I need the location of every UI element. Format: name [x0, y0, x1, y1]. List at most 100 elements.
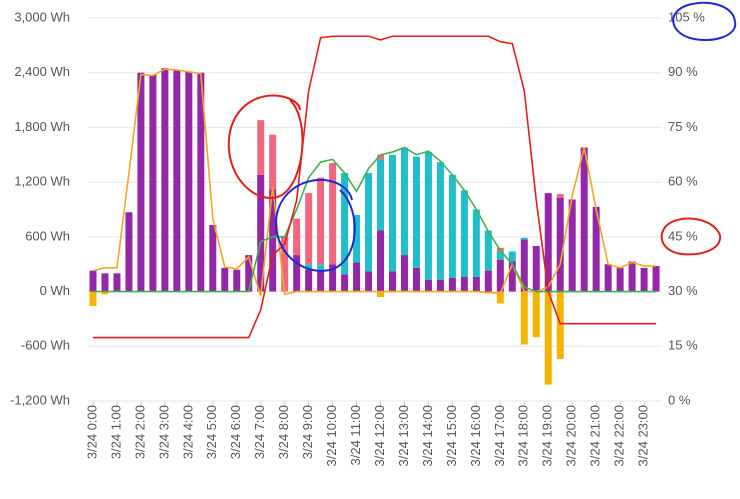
bar [412, 156, 420, 268]
bar [424, 152, 432, 280]
x-tick-label: 3/24 22:00 [612, 405, 627, 466]
x-tick-label: 3/24 19:00 [540, 405, 555, 466]
x-tick-label: 3/24 7:00 [252, 405, 267, 459]
bar [484, 230, 492, 271]
y2-tick-label: 90 % [668, 64, 698, 79]
bar [520, 237, 528, 240]
bar [472, 276, 480, 292]
x-tick-label: 3/24 12:00 [372, 405, 387, 466]
plot: -1,200 Wh -600 Wh 0 Wh 600 Wh 1,200 Wh 1,800 … [10, 9, 705, 466]
x-tick-label: 3/24 16:00 [468, 405, 483, 466]
bar [89, 291, 97, 307]
bar [556, 193, 564, 198]
line [93, 35, 657, 339]
bar [532, 245, 540, 292]
y-tick-label: -1,200 Wh [10, 392, 70, 407]
bar [245, 255, 253, 292]
x-tick-label: 3/24 0:00 [84, 405, 99, 459]
bar [305, 193, 313, 265]
blue-hand-circle [672, 1, 737, 42]
bar [317, 264, 325, 270]
x-tick-label: 3/24 11:00 [348, 405, 363, 465]
x-tick-label: 3/24 9:00 [300, 405, 315, 459]
bar [377, 230, 385, 292]
bar [508, 261, 516, 292]
x-tick-label: 3/24 14:00 [420, 405, 435, 466]
bar [377, 291, 385, 298]
bar [389, 271, 396, 292]
x-tick-label: 3/24 13:00 [396, 405, 411, 466]
y2-tick-label: 0 % [668, 392, 691, 407]
bar [293, 255, 301, 292]
bar [317, 177, 325, 265]
y-tick-label: 600 Wh [25, 228, 70, 243]
y-tick-label: 1,800 Wh [14, 119, 70, 134]
bar [233, 269, 241, 292]
bar [556, 291, 564, 360]
y2-tick-label: 75 % [668, 119, 698, 134]
bar [101, 273, 109, 292]
bar [137, 72, 145, 292]
bar [400, 147, 408, 256]
y2-tick-label: 30 % [668, 283, 698, 298]
bar [520, 239, 528, 292]
x-tick-label: 3/24 10:00 [324, 405, 339, 466]
x-tick-label: 3/24 18:00 [516, 405, 531, 466]
bar [544, 291, 552, 385]
y-tick-label: 0 Wh [40, 283, 70, 298]
bar [400, 255, 408, 292]
y-tick-label: 3,000 Wh [14, 9, 70, 24]
bar [496, 251, 504, 260]
bar [281, 236, 289, 292]
bar [460, 190, 468, 277]
bar [329, 264, 337, 292]
bar [604, 264, 612, 292]
x-tick-label: 3/24 1:00 [108, 405, 123, 459]
bar [377, 154, 385, 160]
bar [580, 147, 588, 292]
bar [460, 276, 468, 292]
bar [436, 279, 444, 292]
bar [113, 273, 121, 292]
bar [209, 225, 217, 292]
annotations [227, 1, 737, 272]
bar [496, 291, 504, 304]
bar [101, 291, 109, 295]
bar [341, 173, 349, 275]
bar [532, 291, 540, 338]
bar [592, 206, 600, 292]
bar [329, 162, 337, 265]
x-tick-label: 3/24 20:00 [564, 405, 579, 466]
bar [412, 267, 420, 292]
bar [508, 251, 516, 262]
bar [305, 269, 313, 292]
bar [125, 212, 133, 292]
line [92, 68, 657, 297]
bar [544, 193, 552, 292]
bar [652, 266, 660, 292]
bar [353, 262, 361, 292]
y2-tick-label: 15 % [668, 338, 698, 353]
y-tick-label: 1,200 Wh [14, 174, 70, 189]
bar [448, 174, 456, 278]
bar [484, 270, 492, 292]
bar [221, 267, 229, 292]
bar [89, 270, 97, 292]
bar [640, 267, 648, 292]
bar [197, 72, 205, 292]
x-tick-label: 3/24 4:00 [180, 405, 195, 459]
x-tick-label: 3/24 17:00 [492, 405, 507, 466]
bar [149, 74, 157, 292]
bar [520, 291, 528, 345]
y-tick-label: -600 Wh [21, 338, 70, 353]
bar [341, 274, 349, 292]
bar [628, 261, 636, 292]
y-tick-label: 2,400 Wh [14, 64, 70, 79]
x-tick-label: 3/24 23:00 [636, 405, 651, 466]
bar [568, 199, 576, 292]
bar [377, 159, 385, 231]
red-hand-circle [660, 217, 722, 256]
x-tick-label: 3/24 5:00 [204, 405, 219, 459]
bar [616, 267, 624, 292]
bar [353, 214, 361, 263]
